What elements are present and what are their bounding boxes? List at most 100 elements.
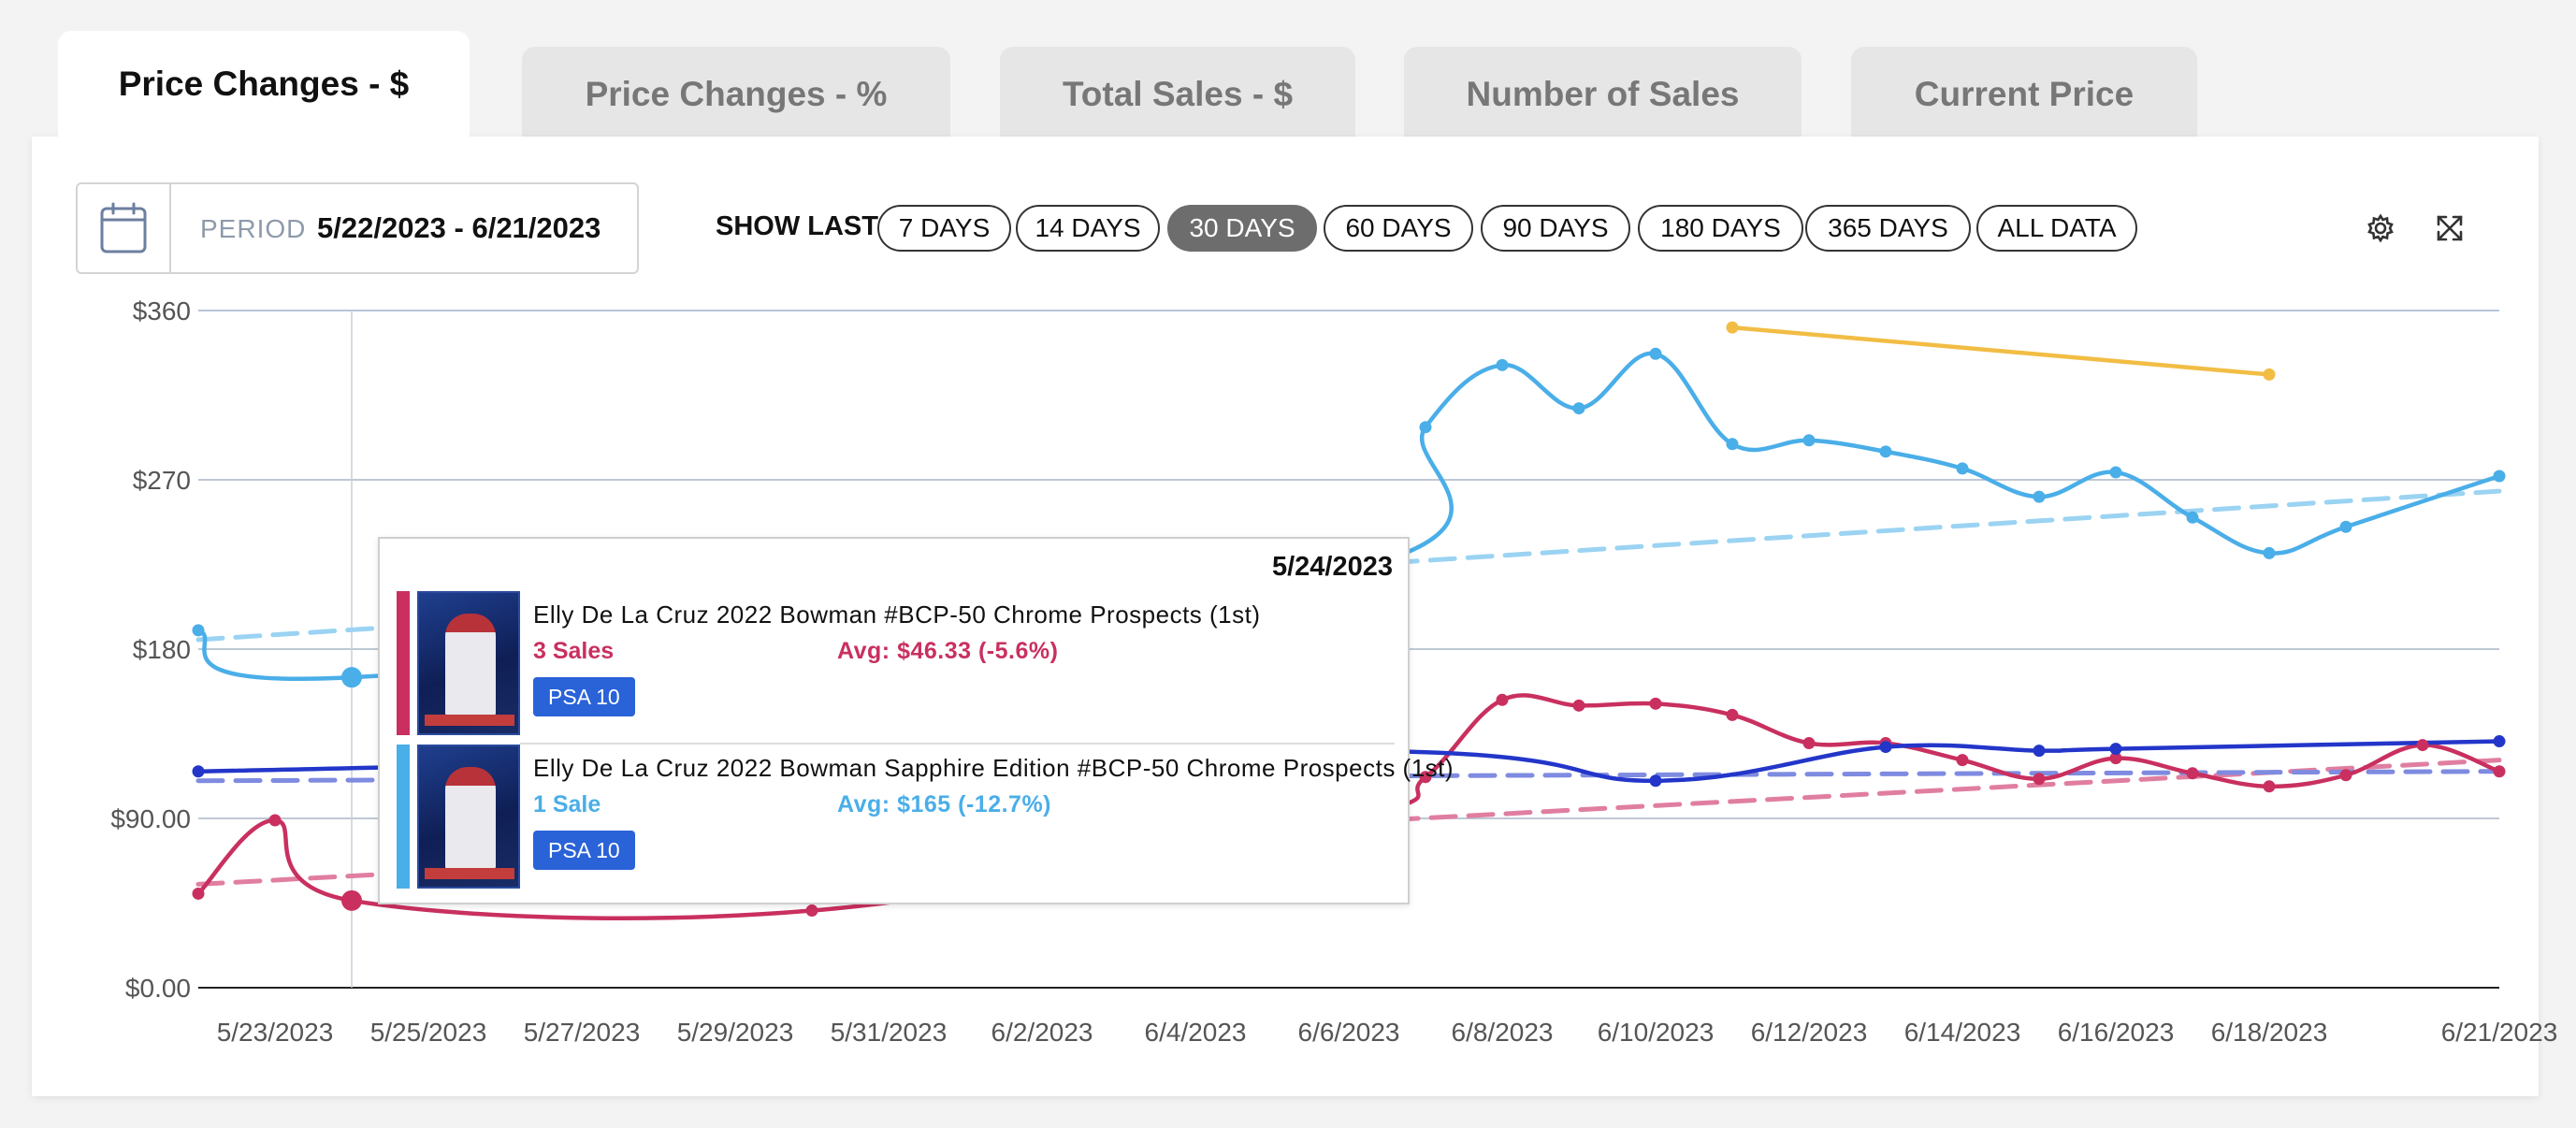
x-tick-label: 5/23/2023 — [217, 1018, 334, 1047]
x-tick-label: 6/2/2023 — [991, 1018, 1093, 1047]
data-point — [1496, 358, 1509, 371]
tooltip-item: Elly De La Cruz 2022 Bowman #BCP-50 Chro… — [395, 591, 1396, 735]
range-90-days-button[interactable]: 90 DAYS — [1481, 205, 1630, 252]
range-30-days-button[interactable]: 30 DAYS — [1167, 205, 1317, 252]
average-price: Avg: $165 (-12.7%) — [837, 791, 1051, 817]
data-point — [341, 667, 362, 688]
average-price: Avg: $46.33 (-5.6%) — [837, 638, 1059, 664]
data-point — [1649, 774, 1662, 788]
x-tick-label: 6/18/2023 — [2211, 1018, 2328, 1047]
x-tick-label: 6/4/2023 — [1145, 1018, 1247, 1047]
y-tick-label: $270 — [133, 466, 191, 495]
data-point — [2033, 773, 2046, 786]
data-point — [1496, 693, 1509, 706]
data-point — [2339, 520, 2352, 533]
grade-badge: PSA 10 — [533, 831, 635, 870]
range-365-days-button[interactable]: 365 DAYS — [1805, 205, 1971, 252]
data-point — [2186, 767, 2199, 780]
data-point — [2109, 466, 2122, 479]
y-tick-label: $0.00 — [125, 974, 191, 1003]
show-last-label: SHOW LAST — [716, 211, 878, 241]
data-point — [2493, 470, 2506, 483]
data-point — [2033, 490, 2046, 503]
data-point — [1879, 741, 1892, 754]
data-point — [1956, 754, 1969, 767]
x-tick-label: 6/10/2023 — [1598, 1018, 1715, 1047]
x-tick-label: 6/21/2023 — [2441, 1018, 2558, 1047]
tab-price-changes-percent[interactable]: Price Changes - % — [522, 47, 950, 140]
tooltip-divider — [520, 743, 1395, 745]
sales-count: 1 Sale — [533, 791, 601, 817]
data-point — [2416, 739, 2429, 752]
data-point — [1726, 708, 1739, 721]
data-point — [1956, 462, 1969, 475]
x-tick-label: 6/8/2023 — [1452, 1018, 1554, 1047]
data-point — [2263, 780, 2276, 793]
data-point — [2263, 368, 2276, 381]
data-point — [1572, 402, 1585, 415]
series-line — [1731, 325, 2270, 377]
card-title: Elly De La Cruz 2022 Bowman Sapphire Edi… — [533, 754, 1454, 782]
tab-bar: Price Changes - $ Price Changes - % Tota… — [0, 0, 2576, 140]
calendar-icon[interactable] — [78, 184, 171, 272]
data-point — [2493, 765, 2506, 778]
tab-current-price[interactable]: Current Price — [1851, 47, 2197, 140]
data-point — [1419, 771, 1432, 784]
data-point — [192, 624, 205, 637]
expand-icon[interactable] — [2433, 211, 2467, 245]
chart-tooltip: 5/24/2023 Elly De La Cruz 2022 Bowman #B… — [378, 537, 1454, 904]
data-point — [2109, 752, 2122, 765]
range-14-days-button[interactable]: 14 DAYS — [1016, 205, 1160, 252]
data-point — [805, 904, 818, 918]
series-line — [196, 693, 2500, 920]
data-point — [2339, 769, 2352, 782]
data-point — [268, 814, 282, 827]
x-tick-label: 6/12/2023 — [1751, 1018, 1868, 1047]
card-thumbnail — [417, 745, 520, 889]
sales-count: 3 Sales — [533, 638, 615, 664]
card-thumbnail — [417, 591, 520, 735]
grade-badge: PSA 10 — [533, 677, 635, 716]
x-tick-label: 6/14/2023 — [1904, 1018, 2021, 1047]
data-point — [1802, 434, 1816, 447]
range-60-days-button[interactable]: 60 DAYS — [1324, 205, 1473, 252]
data-point — [1726, 438, 1739, 451]
tooltip-item: Elly De La Cruz 2022 Bowman Sapphire Edi… — [395, 745, 1454, 889]
range-7-days-button[interactable]: 7 DAYS — [877, 205, 1011, 252]
data-point — [1572, 699, 1585, 712]
y-tick-label: $360 — [133, 296, 191, 325]
period-label: PERIOD — [200, 214, 307, 243]
card-title: Elly De La Cruz 2022 Bowman #BCP-50 Chro… — [533, 600, 1261, 629]
x-tick-label: 5/25/2023 — [370, 1018, 487, 1047]
data-point — [1419, 421, 1432, 434]
gear-icon[interactable] — [2364, 211, 2397, 245]
data-point — [2186, 511, 2199, 524]
data-point — [1649, 697, 1662, 710]
data-point — [192, 765, 205, 778]
data-point — [1649, 347, 1662, 360]
period-selector[interactable]: PERIOD 5/22/2023 - 6/21/2023 — [76, 182, 639, 274]
data-point — [2109, 743, 2122, 756]
period-value: 5/22/2023 - 6/21/2023 — [317, 211, 601, 244]
y-tick-label: $90.00 — [110, 804, 191, 833]
data-point — [2493, 735, 2506, 748]
data-point — [1802, 737, 1816, 750]
range-all-data-button[interactable]: ALL DATA — [1976, 205, 2137, 252]
data-point — [2033, 745, 2046, 758]
x-tick-label: 5/27/2023 — [524, 1018, 641, 1047]
tab-number-of-sales[interactable]: Number of Sales — [1404, 47, 1802, 140]
tooltip-date: 5/24/2023 — [1271, 552, 1393, 582]
x-tick-label: 5/29/2023 — [677, 1018, 794, 1047]
data-point — [192, 887, 205, 900]
series-color-bar — [397, 591, 410, 735]
data-point — [1726, 321, 1739, 334]
data-point — [341, 889, 362, 911]
x-tick-label: 6/6/2023 — [1298, 1018, 1400, 1047]
tab-total-sales-dollar[interactable]: Total Sales - $ — [1000, 47, 1355, 140]
data-point — [2263, 546, 2276, 559]
tab-price-changes-dollar[interactable]: Price Changes - $ — [58, 31, 470, 140]
range-180-days-button[interactable]: 180 DAYS — [1638, 205, 1803, 252]
x-tick-label: 5/31/2023 — [831, 1018, 948, 1047]
y-tick-label: $180 — [133, 635, 191, 664]
series-color-bar — [397, 745, 410, 889]
